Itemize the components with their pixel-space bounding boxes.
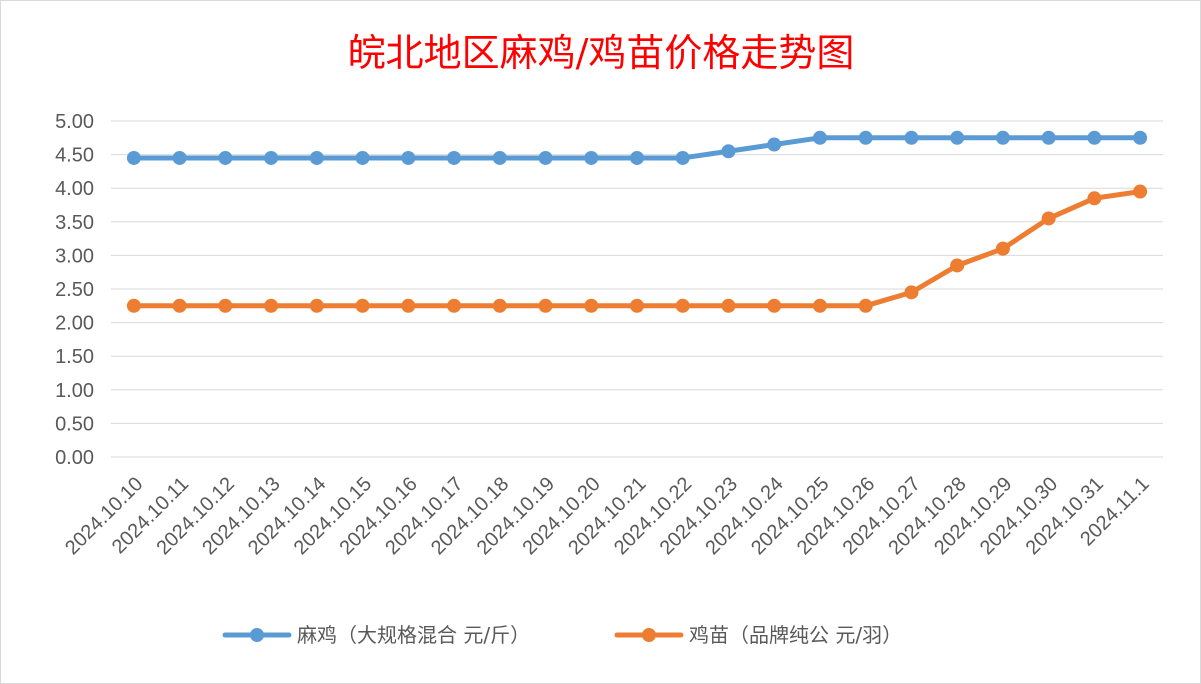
data-point: [264, 298, 279, 313]
data-point: [492, 150, 507, 165]
data-point: [995, 241, 1010, 256]
data-point: [538, 150, 553, 165]
gridlines: [111, 120, 1163, 458]
legend-label: 麻鸡（大规格混合 元/斤）: [297, 623, 530, 647]
data-point: [584, 298, 599, 313]
data-point: [1041, 211, 1056, 226]
data-point: [264, 150, 279, 165]
data-point: [675, 298, 690, 313]
data-point: [126, 150, 141, 165]
data-point: [630, 298, 644, 313]
data-point: [812, 298, 827, 313]
series-2: [126, 184, 1148, 313]
data-point: [995, 130, 1010, 145]
series-group: [126, 130, 1148, 313]
data-point: [1087, 191, 1102, 206]
data-point: [858, 130, 873, 145]
data-point: [218, 298, 233, 313]
y-tick-label: 3.50: [55, 212, 94, 234]
chart-title: 皖北地区麻鸡/鸡苗价格走势图: [348, 31, 855, 75]
data-point: [858, 298, 873, 313]
y-tick-label: 0.50: [55, 413, 94, 435]
data-point: [309, 298, 324, 313]
y-tick-label: 1.50: [55, 346, 94, 368]
y-tick-label: 1.00: [55, 380, 94, 402]
y-tick-label: 2.50: [55, 279, 94, 301]
data-point: [172, 150, 187, 165]
x-axis: 2024.10.102024.10.112024.10.122024.10.13…: [61, 473, 1154, 559]
legend-label: 鸡苗（品牌纯公 元/羽）: [689, 623, 902, 647]
data-point: [355, 150, 370, 165]
data-point: [355, 298, 370, 313]
data-point: [812, 130, 827, 145]
y-tick-label: 2.00: [55, 313, 94, 335]
y-tick-label: 0.00: [55, 447, 94, 469]
legend: 麻鸡（大规格混合 元/斤） 鸡苗（品牌纯公 元/羽）: [222, 623, 902, 647]
data-point: [904, 285, 919, 300]
data-point: [1133, 184, 1148, 199]
data-point: [1041, 130, 1056, 145]
data-point: [172, 298, 187, 313]
y-tick-label: 5.00: [55, 111, 94, 133]
data-point: [1087, 130, 1102, 145]
y-axis: 0.00 0.50 1.00 1.50 2.00 2.50 3.00 3.50 4.00 4.50…: [55, 111, 94, 469]
data-point: [584, 150, 599, 165]
legend-item-1: 麻鸡（大规格混合 元/斤）: [222, 623, 530, 647]
data-point: [401, 150, 416, 165]
data-point: [538, 298, 553, 313]
data-point: [1133, 130, 1148, 145]
legend-marker: [250, 628, 264, 642]
data-point: [218, 150, 233, 165]
data-point: [767, 137, 782, 152]
series-1: [126, 130, 1148, 165]
data-point: [721, 144, 736, 159]
y-tick-label: 4.50: [55, 145, 94, 167]
data-point: [401, 298, 416, 313]
data-point: [950, 258, 965, 273]
data-point: [721, 298, 736, 313]
legend-marker: [642, 628, 656, 642]
y-tick-label: 4.00: [55, 178, 94, 200]
data-point: [309, 150, 324, 165]
data-point: [767, 298, 782, 313]
data-point: [630, 150, 644, 165]
legend-item-2: 鸡苗（品牌纯公 元/羽）: [614, 623, 902, 647]
data-point: [126, 298, 141, 313]
y-tick-label: 3.00: [55, 245, 94, 267]
data-point: [904, 130, 919, 145]
data-point: [492, 298, 507, 313]
data-point: [950, 130, 965, 145]
data-point: [447, 298, 462, 313]
data-point: [447, 150, 462, 165]
data-point: [675, 150, 690, 165]
